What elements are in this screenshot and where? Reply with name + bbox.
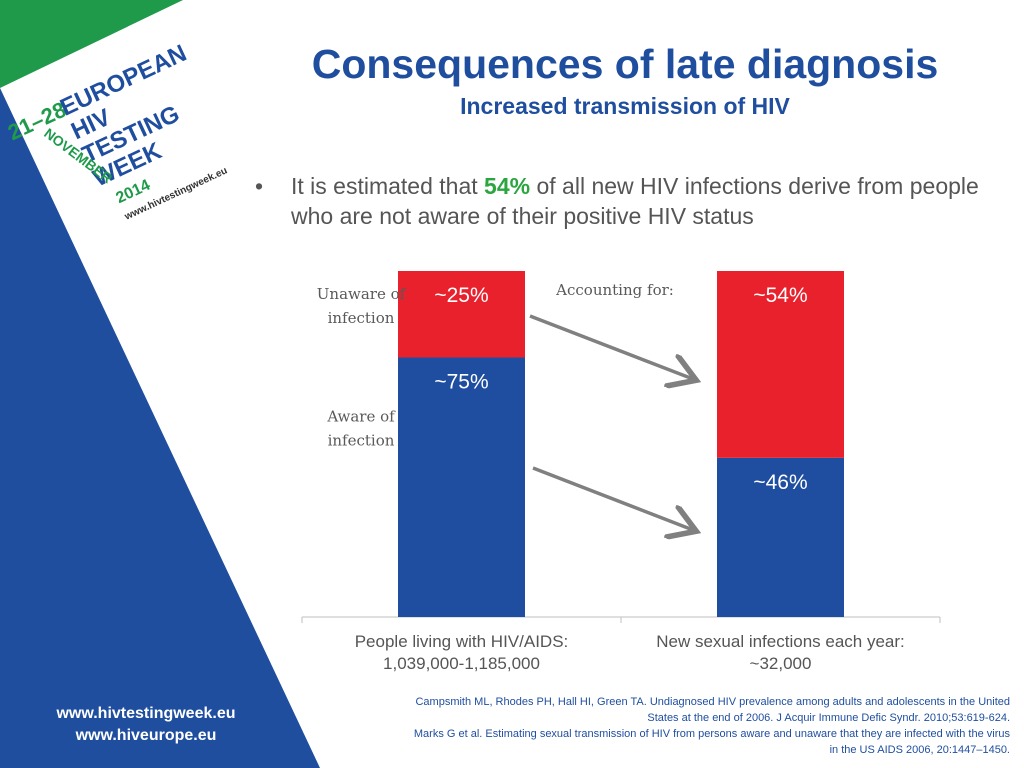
bar-segment <box>717 271 844 458</box>
bar-data-label: ~46% <box>753 471 807 494</box>
side-panel: 21–28 EUROPEAN HIV TESTING WEEK 2014 www… <box>0 0 320 768</box>
reference-line: Campsmith ML, Rhodes PH, Hall HI, Green … <box>415 696 1010 708</box>
stacked-bar-chart: ~75% ~25% People living with HIV/AIDS: 1,03… <box>301 271 941 673</box>
bullet-text-before: It is estimated that <box>291 173 485 199</box>
bar-data-label: ~25% <box>434 284 488 307</box>
slide-title: Consequences of late diagnosis <box>311 41 939 87</box>
side-green-band <box>0 0 183 88</box>
bar-data-label: ~54% <box>753 284 807 307</box>
series-side-label: Unaware of <box>317 285 407 303</box>
slide-subtitle: Increased transmission of HIV <box>460 93 790 119</box>
series-side-label: Aware of <box>326 408 396 426</box>
bullet-highlight: 54% <box>484 173 531 199</box>
bullet-text: It is estimated that 54% of all new HIV … <box>291 171 1001 231</box>
series-side-label: infection <box>328 309 395 327</box>
chart-annotation: Accounting for: <box>555 281 674 299</box>
category-label: ~32,000 <box>750 654 812 673</box>
footer-url-link[interactable]: www.hiveurope.eu <box>75 727 217 744</box>
bar-segment <box>398 357 525 617</box>
bullet-marker: • <box>255 173 264 199</box>
bullet-text-after: of all new HIV infections derive from pe… <box>291 173 979 229</box>
reference-line: States at the end of 2006. J Acquir Immu… <box>647 712 1010 724</box>
category-label: New sexual infections each year: <box>656 632 905 651</box>
footer-urls: www.hivtestingweek.eu www.hiveurope.eu <box>30 703 262 747</box>
category-label: 1,039,000-1,185,000 <box>383 654 540 673</box>
bar-data-label: ~75% <box>434 371 488 394</box>
category-label: People living with HIV/AIDS: <box>355 632 569 651</box>
bar-segment <box>717 457 844 617</box>
reference-line: in the US AIDS 2006, 20:1447–1450. <box>829 744 1010 756</box>
references: Campsmith ML, Rhodes PH, Hall HI, Green … <box>300 694 1010 758</box>
series-side-label: infection <box>328 432 395 450</box>
bar-segment <box>398 271 525 358</box>
footer-url-link[interactable]: www.hivtestingweek.eu <box>56 705 236 722</box>
side-blue-band <box>0 88 320 768</box>
transition-arrow <box>532 466 693 530</box>
transition-arrow <box>529 314 693 379</box>
reference-line: Marks G et al. Estimating sexual transmi… <box>413 728 1010 740</box>
